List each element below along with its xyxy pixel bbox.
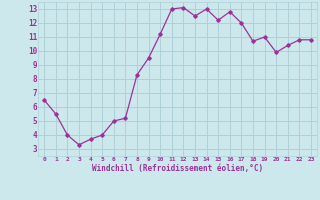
X-axis label: Windchill (Refroidissement éolien,°C): Windchill (Refroidissement éolien,°C): [92, 164, 263, 173]
